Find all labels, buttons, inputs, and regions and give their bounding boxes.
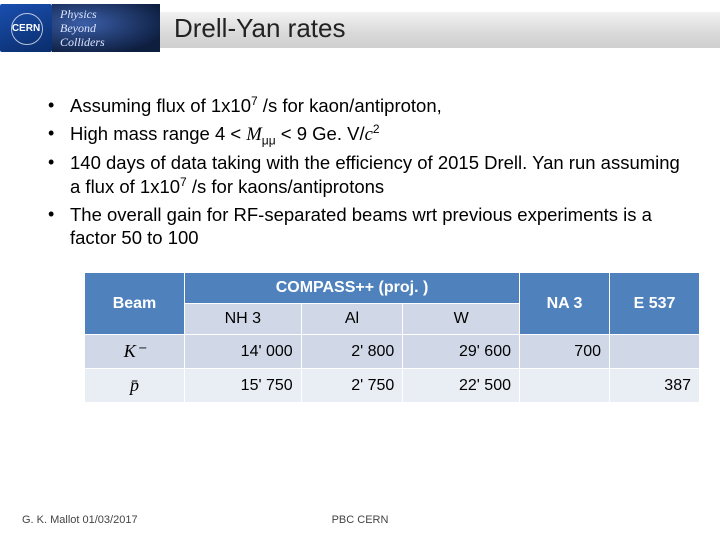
footer-center: PBC CERN (332, 514, 389, 526)
bullet-list: Assuming flux of 1x107 /s for kaon/antip… (48, 94, 682, 250)
table-header-row: Beam COMPASS++ (proj. ) NA 3 E 537 (85, 273, 700, 304)
cell: 2' 800 (301, 335, 403, 369)
beam-cell: p̄ (85, 369, 185, 403)
cell: 387 (610, 369, 700, 403)
slide-title: Drell-Yan rates (174, 13, 345, 44)
table-row: K⁻ 14' 000 2' 800 29' 600 700 (85, 335, 700, 369)
table-row: p̄ 15' 750 2' 750 22' 500 387 (85, 369, 700, 403)
b1-sup: 7 (251, 94, 258, 108)
footer-author-date: G. K. Mallot 01/03/2017 (22, 514, 138, 526)
bullet-4: The overall gain for RF-separated beams … (48, 203, 682, 250)
col-na3: NA 3 (520, 273, 610, 335)
col-compass: COMPASS++ (proj. ) (185, 273, 520, 304)
cell (520, 369, 610, 403)
cell: 700 (520, 335, 610, 369)
bullet-3: 140 days of data taking with the efficie… (48, 151, 682, 198)
pbc-line2: Beyond (60, 21, 160, 35)
sub-nh3: NH 3 (185, 304, 302, 335)
logo-block: CERN Physics Beyond Colliders (0, 0, 160, 56)
pbc-logo: Physics Beyond Colliders (52, 4, 160, 52)
content: Assuming flux of 1x107 /s for kaon/antip… (0, 56, 720, 403)
pbc-line3: Colliders (60, 35, 160, 49)
cell: 2' 750 (301, 369, 403, 403)
cern-logo-text: CERN (12, 23, 40, 34)
rates-table-wrap: Beam COMPASS++ (proj. ) NA 3 E 537 NH 3 … (84, 272, 700, 403)
bullet-2: High mass range 4 < Mμμ < 9 Ge. V/c2 (48, 122, 682, 148)
cell: 22' 500 (403, 369, 520, 403)
b2-pre: High mass range 4 < (70, 123, 246, 144)
b2-mid: < 9 Ge. V/ (276, 123, 365, 144)
b3-post: /s for kaons/antiprotons (187, 176, 384, 197)
col-e537: E 537 (610, 273, 700, 335)
b2-c: c (365, 125, 373, 145)
rates-table: Beam COMPASS++ (proj. ) NA 3 E 537 NH 3 … (84, 272, 700, 403)
bullet-1: Assuming flux of 1x107 /s for kaon/antip… (48, 94, 682, 118)
b1-post: /s for kaon/antiproton, (258, 95, 442, 116)
col-beam: Beam (85, 273, 185, 335)
sub-al: Al (301, 304, 403, 335)
b3-sup: 7 (180, 175, 187, 189)
title-bar: CERN Physics Beyond Colliders Drell-Yan … (0, 0, 720, 56)
b1-pre: Assuming flux of 1x10 (70, 95, 251, 116)
sub-w: W (403, 304, 520, 335)
cell: 29' 600 (403, 335, 520, 369)
b2-var: M (246, 125, 261, 145)
cell: 14' 000 (185, 335, 302, 369)
cell (610, 335, 700, 369)
beam-cell: K⁻ (85, 335, 185, 369)
b2-sub: μμ (262, 133, 276, 147)
cell: 15' 750 (185, 369, 302, 403)
b2-sup: 2 (373, 122, 380, 136)
cern-logo: CERN (0, 4, 52, 52)
pbc-line1: Physics (60, 7, 160, 21)
